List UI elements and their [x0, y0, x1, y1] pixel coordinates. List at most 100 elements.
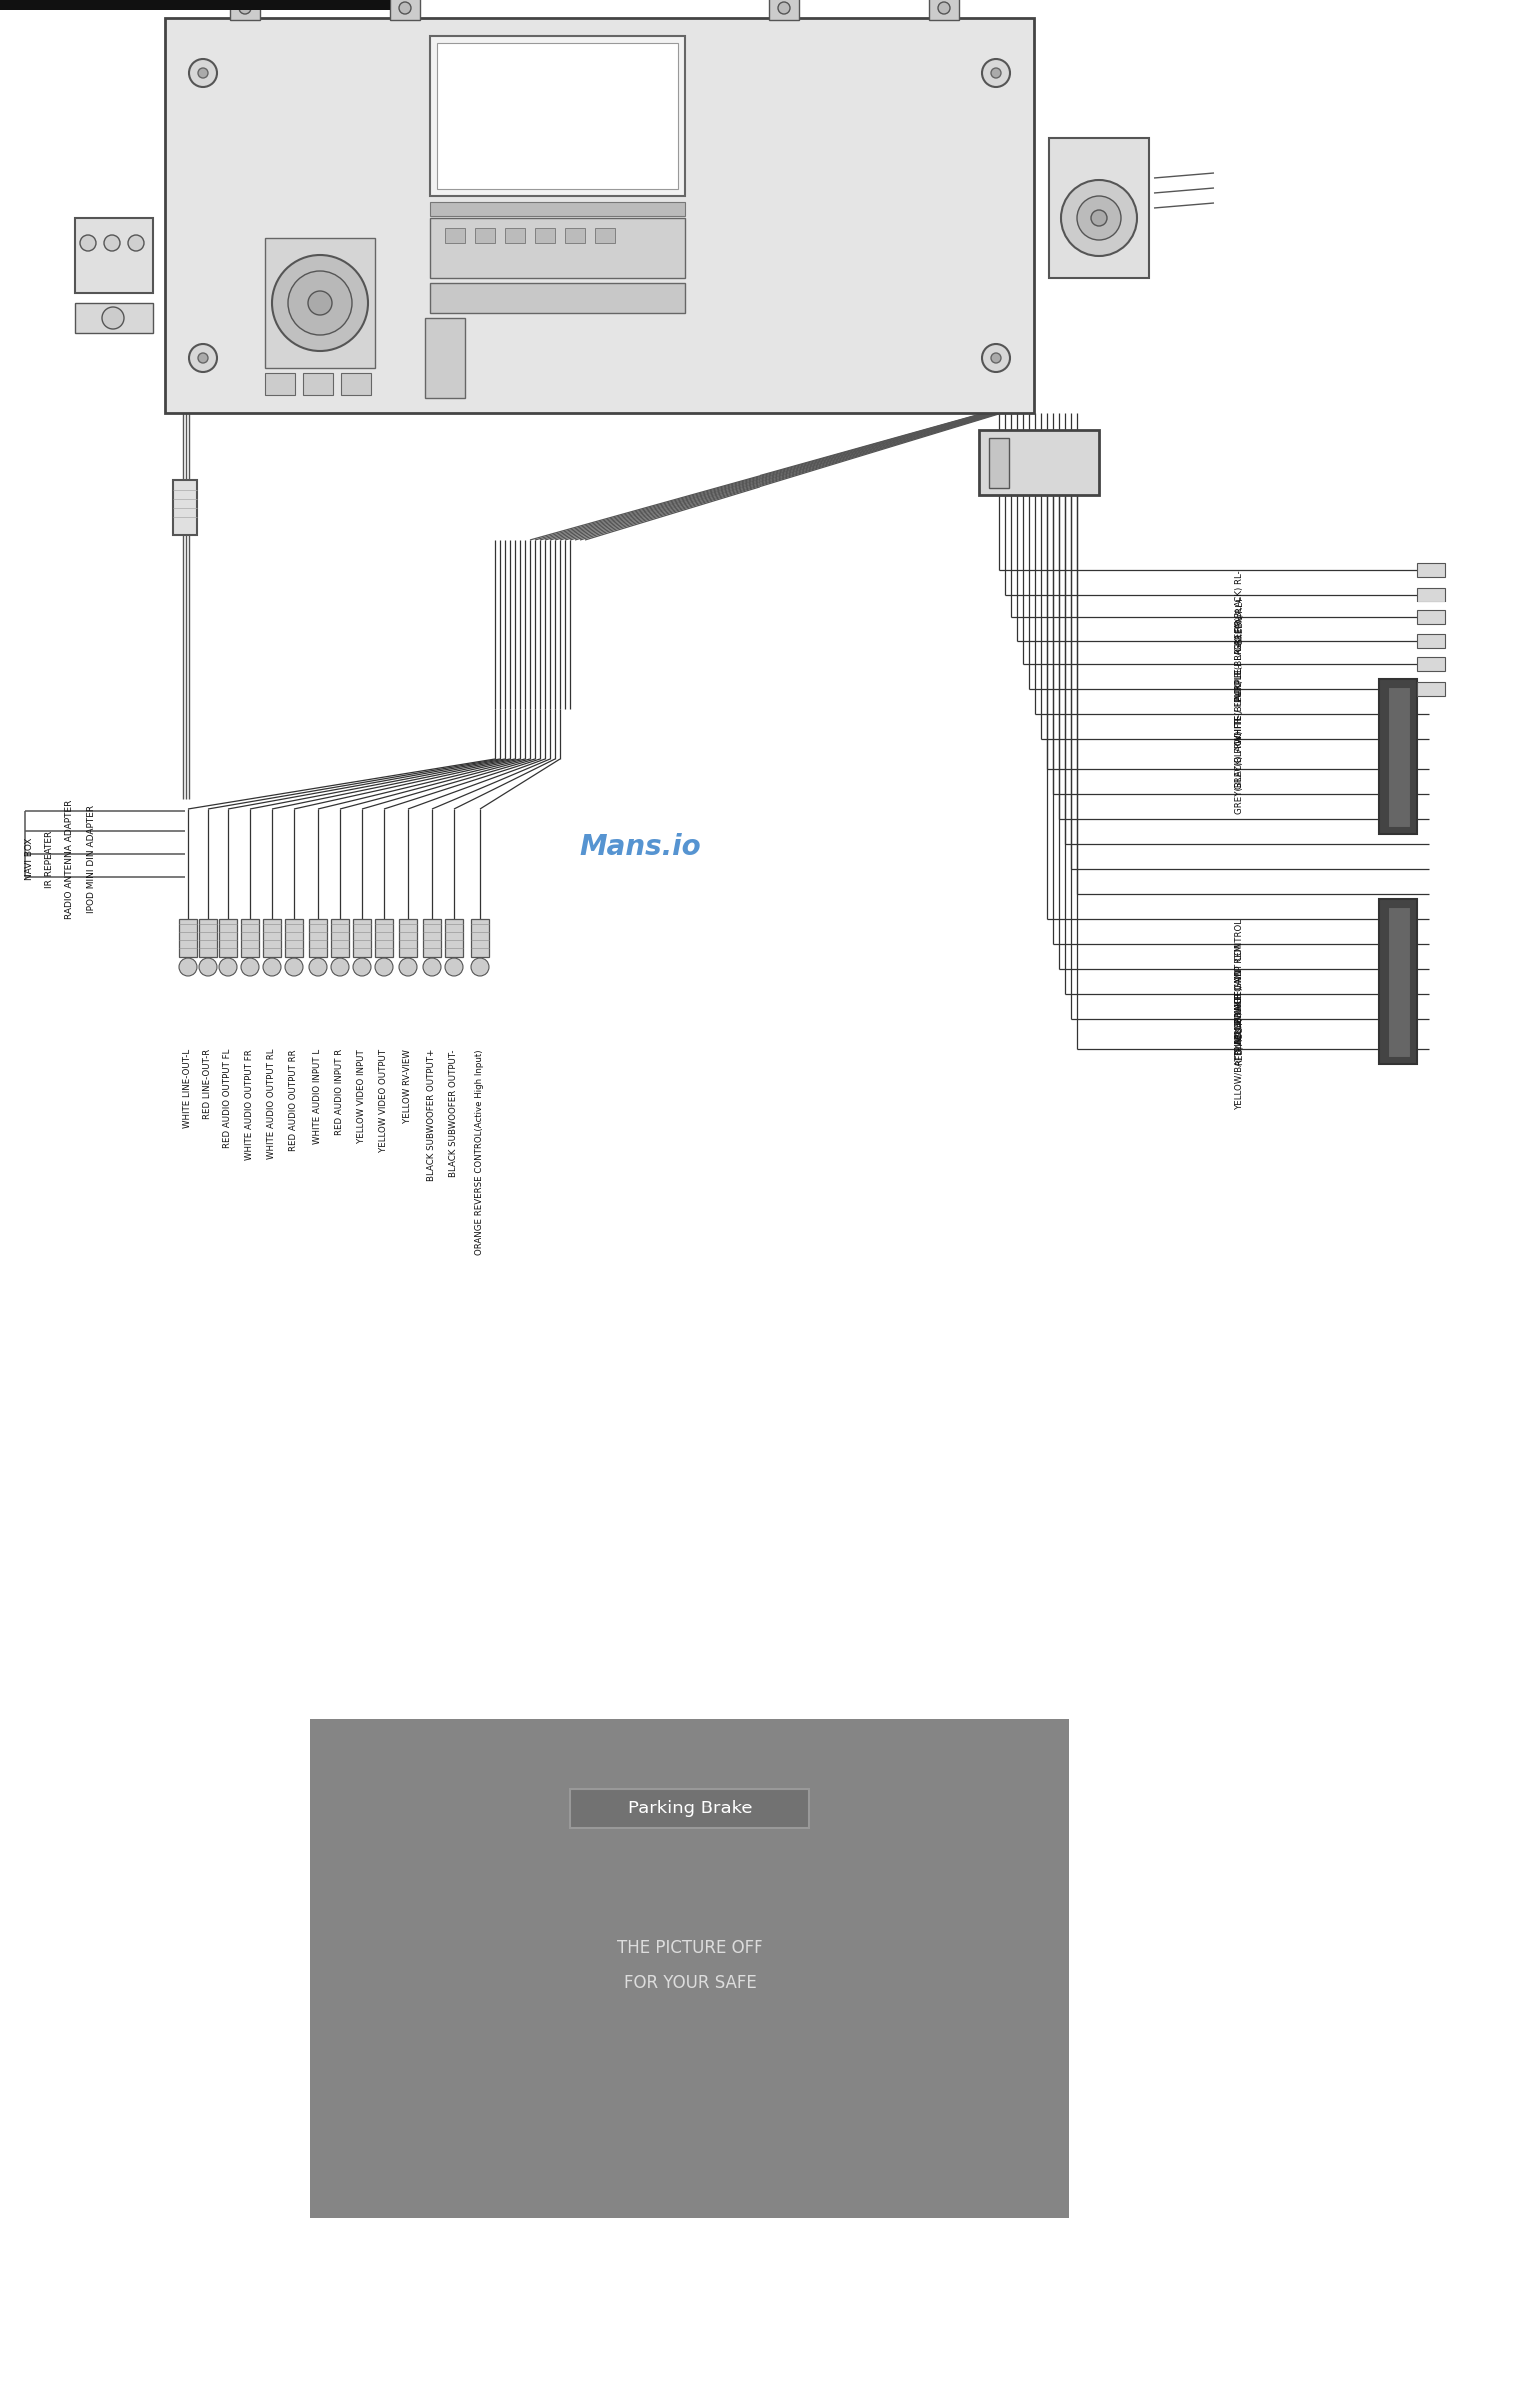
Bar: [430, 217, 684, 277]
Text: PURPLE(BLACK) RR-: PURPLE(BLACK) RR-: [1234, 616, 1243, 703]
Bar: [430, 36, 684, 195]
Bar: [199, 920, 217, 958]
Circle shape: [1091, 209, 1107, 226]
Text: GREEN(BLACK) RL-: GREEN(BLACK) RL-: [1234, 571, 1243, 650]
Circle shape: [239, 2, 251, 14]
Circle shape: [991, 67, 1002, 77]
Text: WHITE / FL+: WHITE / FL+: [1234, 689, 1243, 744]
Text: RED AUDIO OUTPUT FL: RED AUDIO OUTPUT FL: [223, 1050, 233, 1149]
Bar: [564, 229, 585, 243]
Circle shape: [287, 270, 351, 335]
Bar: [240, 920, 258, 958]
Circle shape: [398, 958, 416, 975]
Circle shape: [128, 236, 144, 250]
Text: PURPLE / RR+: PURPLE / RR+: [1234, 641, 1243, 701]
Circle shape: [219, 958, 237, 975]
Bar: [0, 0, 389, 10]
Bar: [264, 238, 375, 368]
Bar: [398, 920, 416, 958]
Bar: [570, 1789, 810, 1828]
Bar: [1417, 612, 1446, 624]
Circle shape: [1061, 181, 1137, 255]
Bar: [389, 0, 420, 19]
Bar: [471, 920, 488, 958]
Text: RED AUDIO INPUT R: RED AUDIO INPUT R: [336, 1050, 344, 1134]
Circle shape: [309, 958, 327, 975]
Text: FOR YOUR SAFE: FOR YOUR SAFE: [623, 1975, 755, 1991]
Circle shape: [102, 306, 125, 330]
Bar: [309, 920, 327, 958]
Text: ORANGE REVERSE CONTROL(Active High Input): ORANGE REVERSE CONTROL(Active High Input…: [476, 1050, 485, 1255]
Bar: [74, 217, 154, 294]
Bar: [423, 920, 441, 958]
Circle shape: [375, 958, 392, 975]
Bar: [430, 202, 684, 217]
Circle shape: [188, 344, 217, 371]
Circle shape: [331, 958, 348, 975]
Text: WHITE AUDIO OUTPUT FR: WHITE AUDIO OUTPUT FR: [245, 1050, 254, 1161]
Bar: [310, 1719, 1069, 2218]
Text: WHITE AUDIO OUTPUT RL: WHITE AUDIO OUTPUT RL: [268, 1050, 277, 1161]
Bar: [929, 0, 959, 19]
Circle shape: [982, 344, 1011, 371]
Bar: [430, 282, 684, 313]
Text: YELLOW RV-VIEW: YELLOW RV-VIEW: [403, 1050, 412, 1122]
Text: BLACK SUBWOOFER OUTPUT+: BLACK SUBWOOFER OUTPUT+: [427, 1050, 436, 1182]
Circle shape: [272, 255, 368, 352]
Bar: [219, 920, 237, 958]
Bar: [769, 0, 800, 19]
Text: RED AUDIO OUTPUT RR: RED AUDIO OUTPUT RR: [289, 1050, 298, 1151]
Text: RED LINE-OUT-R: RED LINE-OUT-R: [204, 1050, 213, 1120]
Circle shape: [199, 958, 217, 975]
Bar: [263, 920, 281, 958]
Bar: [535, 229, 555, 243]
Text: YELLOW/BATT: YELLOW/BATT: [1234, 1050, 1243, 1108]
Bar: [436, 43, 678, 188]
Bar: [445, 229, 465, 243]
Text: GREY(BLACK) FR-: GREY(BLACK) FR-: [1234, 739, 1243, 814]
Text: GREY(BLACK) FR-: GREY(BLACK) FR-: [1234, 715, 1243, 790]
Circle shape: [991, 352, 1002, 364]
Bar: [1388, 908, 1411, 1057]
Text: RED/ACC+: RED/ACC+: [1234, 1019, 1243, 1064]
Bar: [424, 318, 465, 397]
Text: WHITE(BLACK) FL-: WHITE(BLACK) FL-: [1234, 665, 1243, 744]
Text: BLACK/POWER GND: BLACK/POWER GND: [1234, 968, 1243, 1055]
Circle shape: [423, 958, 441, 975]
Text: BLUE / AUTO ANT CONTROL: BLUE / AUTO ANT CONTROL: [1234, 920, 1243, 1040]
Text: WHITE LINE-OUT-L: WHITE LINE-OUT-L: [184, 1050, 193, 1129]
Circle shape: [938, 2, 950, 14]
Text: IR REPEATER: IR REPEATER: [46, 831, 55, 889]
Bar: [505, 229, 524, 243]
Bar: [1049, 137, 1149, 277]
Text: Mans.io: Mans.io: [579, 833, 701, 862]
Text: GREEN/RL+: GREEN/RL+: [1234, 595, 1243, 645]
Bar: [74, 303, 154, 332]
Bar: [594, 229, 614, 243]
Bar: [1379, 898, 1417, 1064]
Circle shape: [1078, 195, 1122, 241]
Circle shape: [188, 58, 217, 87]
Bar: [1417, 633, 1446, 648]
Bar: [331, 920, 348, 958]
Bar: [264, 373, 295, 395]
Bar: [164, 17, 1034, 412]
Bar: [1388, 686, 1411, 828]
Circle shape: [240, 958, 258, 975]
Bar: [179, 920, 198, 958]
Text: BLACK SUBWOOFER OUTPUT-: BLACK SUBWOOFER OUTPUT-: [450, 1050, 458, 1178]
Text: PINK / BRAKE: PINK / BRAKE: [1234, 995, 1243, 1050]
Text: BLUE(WHITE)/AMP REM: BLUE(WHITE)/AMP REM: [1234, 944, 1243, 1045]
Bar: [445, 920, 462, 958]
Text: YELLOW VIDEO OUTPUT: YELLOW VIDEO OUTPUT: [380, 1050, 388, 1151]
Circle shape: [445, 958, 462, 975]
Bar: [284, 920, 302, 958]
Circle shape: [284, 958, 302, 975]
Bar: [979, 429, 1099, 494]
Bar: [302, 373, 333, 395]
Text: YELLOW VIDEO INPUT: YELLOW VIDEO INPUT: [357, 1050, 366, 1144]
Circle shape: [982, 58, 1011, 87]
Text: RADIO ANTENNA ADAPTER: RADIO ANTENNA ADAPTER: [65, 799, 74, 920]
Circle shape: [179, 958, 198, 975]
Circle shape: [198, 352, 208, 364]
